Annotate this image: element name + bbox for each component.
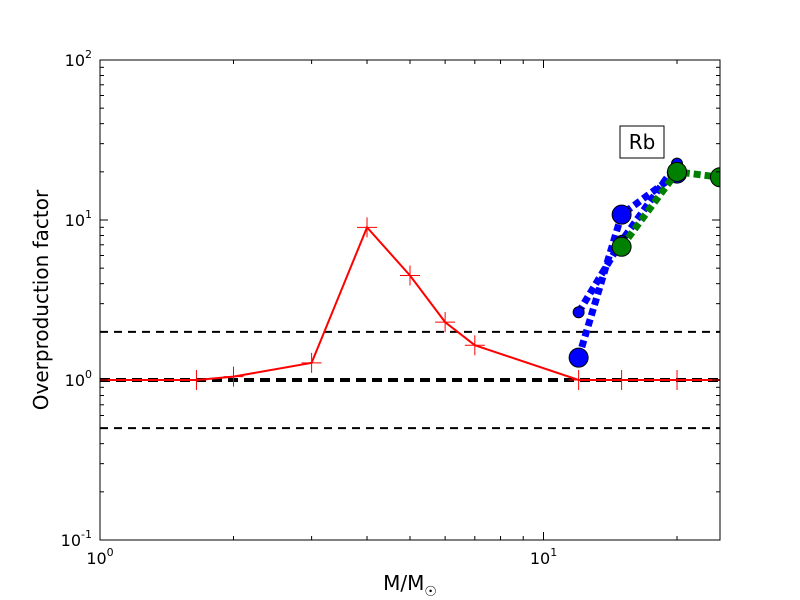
y-tick-label-exp: -1	[81, 528, 92, 541]
x-tick-label: 101	[530, 546, 557, 568]
series-1-point	[568, 347, 589, 368]
series-3-point	[710, 167, 720, 188]
x-tick-label-exp: 0	[107, 546, 114, 559]
y-tick-label: 102	[65, 48, 92, 70]
series-0-point	[568, 370, 589, 390]
series-0-point	[301, 352, 322, 373]
x-tick-label: 100	[86, 546, 113, 568]
series-1-point	[611, 204, 632, 225]
series-0-point	[400, 265, 420, 286]
y-axis-label: Overproduction factor	[29, 189, 53, 410]
y-tick-label-base: 10	[61, 531, 81, 550]
series-3-point	[667, 161, 688, 182]
series-3-line	[618, 168, 720, 249]
y-tick-label-base: 10	[65, 371, 85, 390]
y-tick-label: 101	[65, 208, 92, 230]
y-tick-label-exp: 0	[85, 368, 92, 381]
annotation-label: Rb	[629, 130, 656, 154]
x-tick-label-exp: 1	[550, 546, 557, 559]
y-tick-label-base: 10	[65, 211, 85, 230]
series-0-point	[667, 370, 688, 390]
x-tick-label-base: 10	[86, 549, 106, 568]
series-0-point	[435, 312, 456, 333]
y-tick-label-exp: 1	[85, 208, 92, 221]
annotation-box: Rb	[619, 125, 665, 159]
series-0-point	[357, 217, 378, 238]
y-tick-label-base: 10	[65, 51, 85, 70]
x-axis-label-sub: ☉	[424, 584, 437, 600]
x-axis-label-main: M/M	[383, 571, 424, 595]
series-0-point	[223, 366, 244, 387]
series-0-point	[611, 370, 632, 390]
series-0-point	[464, 335, 485, 356]
x-tick-label-base: 10	[530, 549, 550, 568]
series-3-point	[611, 236, 632, 257]
x-axis-label: M/M☉	[383, 571, 437, 600]
series-2-point	[572, 306, 585, 319]
series-1-line	[575, 170, 680, 359]
y-tick-label-exp: 2	[85, 48, 92, 61]
series-0-point	[186, 370, 207, 390]
y-tick-label: 100	[65, 368, 92, 390]
y-tick-label: 10-1	[61, 528, 92, 550]
